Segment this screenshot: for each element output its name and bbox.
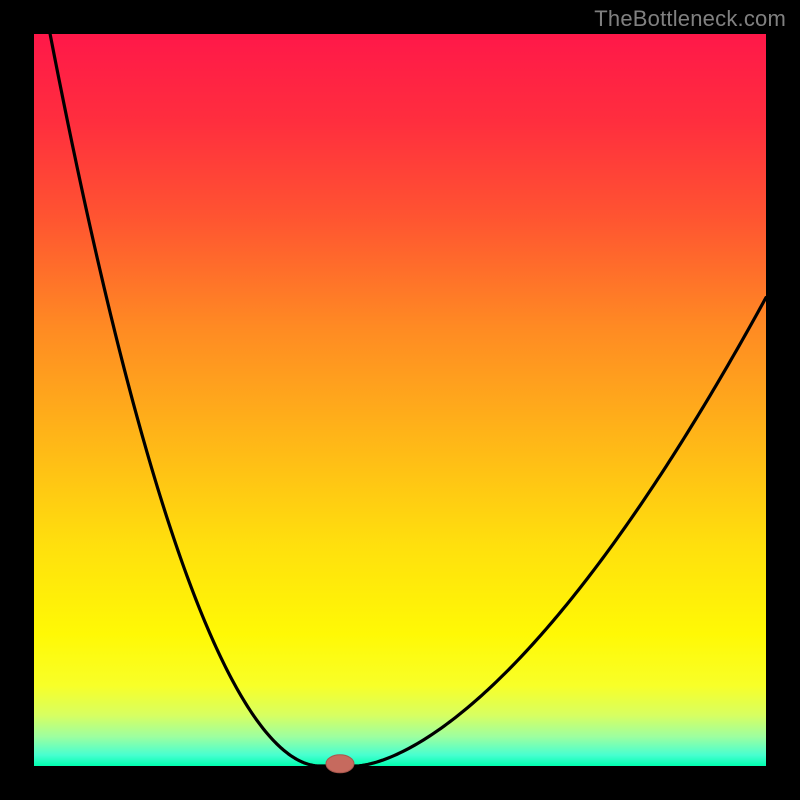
watermark-text: TheBottleneck.com [594,6,786,32]
chart-svg [0,0,800,800]
plot-background [34,34,766,766]
dip-marker [326,755,354,773]
